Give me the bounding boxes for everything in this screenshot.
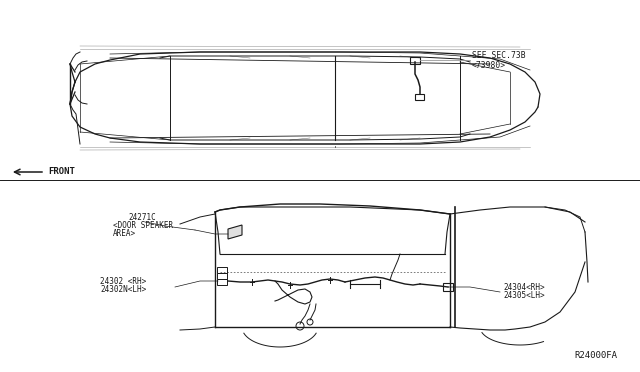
Text: 24302 <RH>: 24302 <RH> [100,276,147,285]
Bar [217,267,227,273]
Text: SEE SEC.73B: SEE SEC.73B [472,51,525,61]
Bar [415,94,424,100]
Text: AREA>: AREA> [113,229,136,238]
Polygon shape [228,225,242,239]
Text: 24305<LH>: 24305<LH> [503,291,545,299]
Bar [217,279,227,285]
Text: <73980>: <73980> [472,61,506,70]
Text: <DOOR SPEAKER: <DOOR SPEAKER [113,221,173,230]
Bar [217,273,227,279]
Text: R24000FA: R24000FA [574,351,617,360]
Text: 24271C: 24271C [128,213,156,222]
Text: 24302N<LH>: 24302N<LH> [100,285,147,294]
Bar [410,57,420,64]
Text: 24304<RH>: 24304<RH> [503,282,545,292]
Bar [443,283,453,291]
Text: FRONT: FRONT [48,167,75,176]
